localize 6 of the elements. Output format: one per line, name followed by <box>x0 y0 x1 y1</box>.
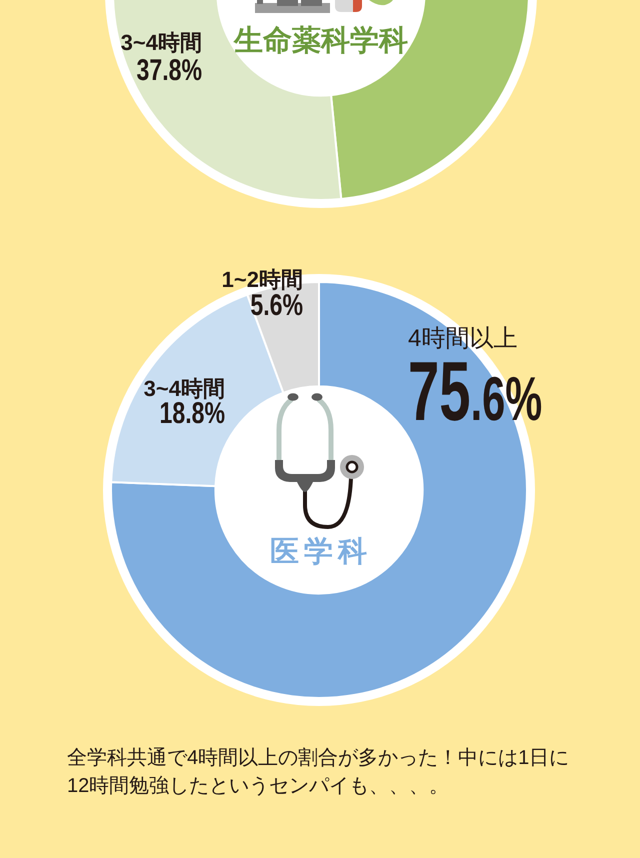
text: 全学科共通で4時間以上の割合が多かった！中には1日に12時間勉強したというセンパイも、、、。 <box>67 746 570 799</box>
text: 生命薬科学科 <box>234 25 408 57</box>
slice-label: 1~2時間 <box>221 267 302 292</box>
text: 医学科 <box>269 536 373 568</box>
slice-label: 3~4時間 <box>120 30 202 55</box>
data-label: 37.8% <box>136 53 202 87</box>
